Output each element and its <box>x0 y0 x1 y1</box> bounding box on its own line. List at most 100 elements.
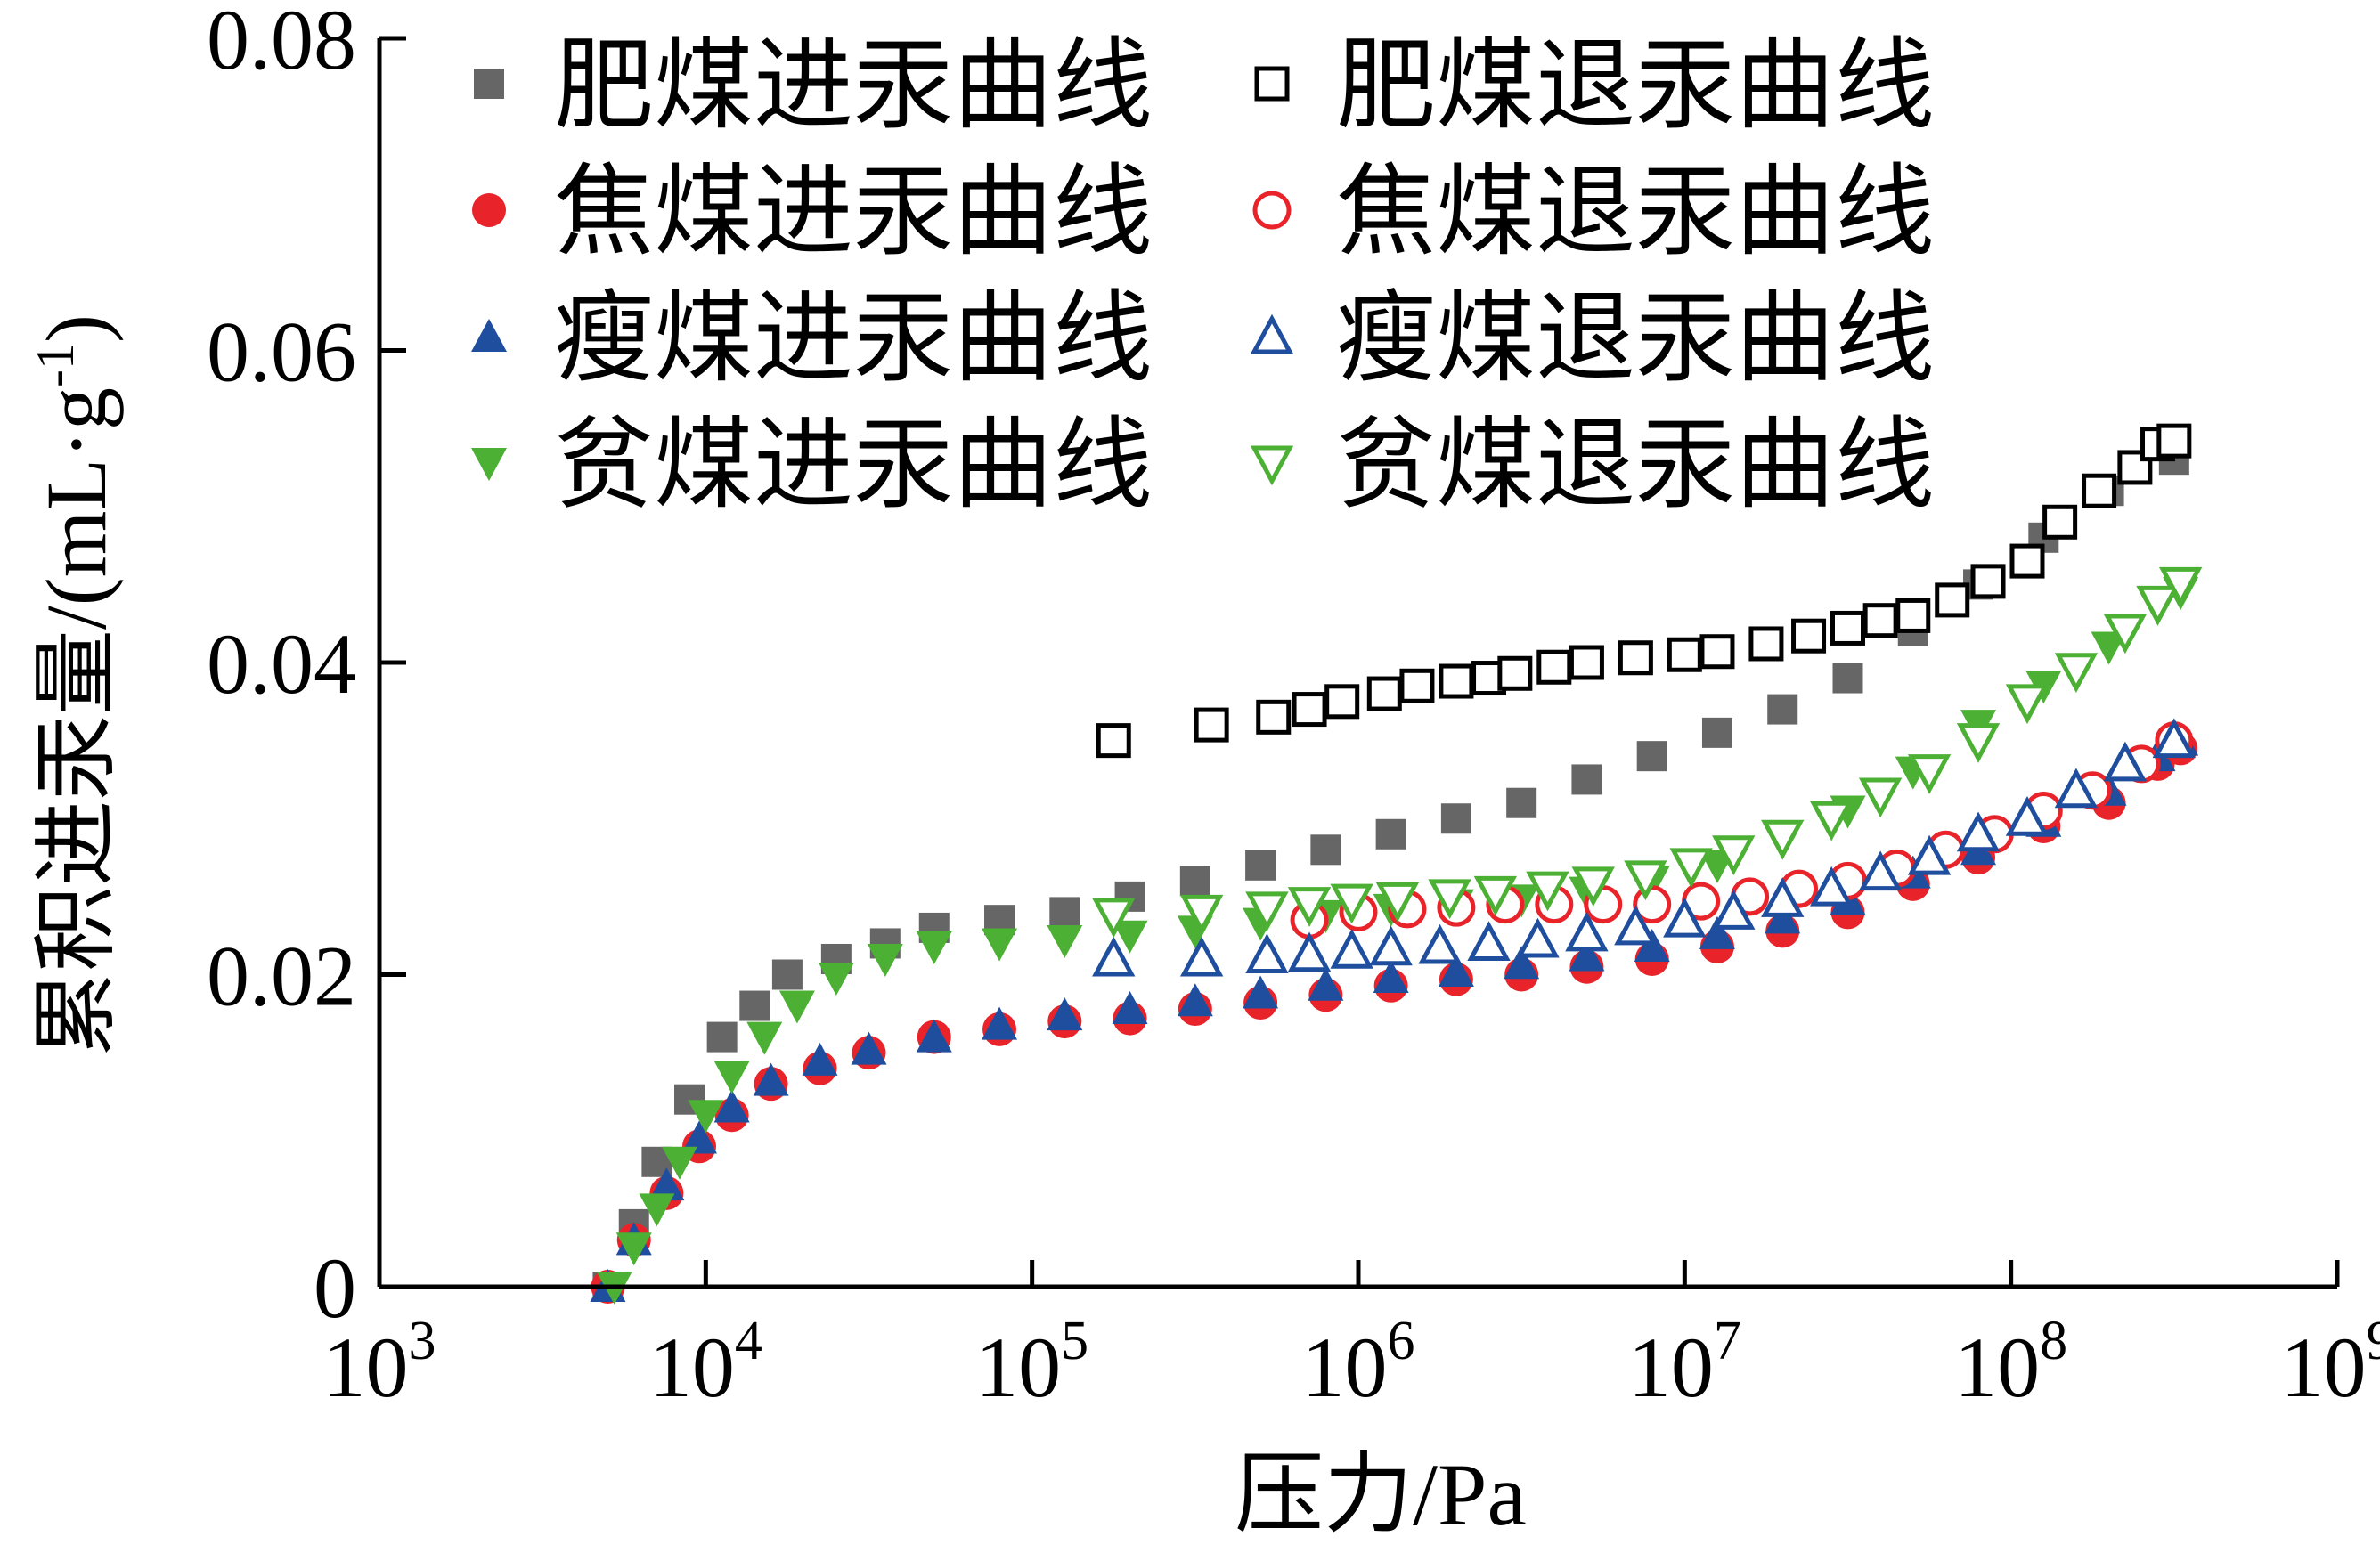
legend-marker-triangle-up <box>471 319 507 352</box>
data-point <box>1287 931 1332 972</box>
data-point <box>982 1006 1018 1040</box>
legend-item-6: 贫煤进汞曲线 <box>471 411 1153 521</box>
data-point <box>1862 603 1898 638</box>
data-point <box>1858 850 1903 891</box>
legend-item-1: 肥煤退汞曲线 <box>1254 31 1935 142</box>
x-tick-label: 103 <box>323 1311 436 1415</box>
data-point <box>2054 768 2099 809</box>
data-point <box>1369 925 1413 966</box>
data-point <box>1287 887 1332 927</box>
data-point <box>778 990 815 1024</box>
data-point <box>1047 924 1083 958</box>
data-point <box>753 1062 789 1096</box>
data-point <box>1663 897 1707 938</box>
data-point <box>1614 905 1658 946</box>
data-point <box>1092 898 1136 939</box>
legend-marker-triangle-down <box>1250 445 1294 486</box>
data-point <box>1440 803 1471 834</box>
data-point <box>1438 953 1474 987</box>
data-point <box>1618 640 1653 676</box>
data-point <box>1375 818 1406 850</box>
data-point <box>706 1021 738 1053</box>
data-point <box>1439 663 1474 699</box>
data-point <box>771 959 803 990</box>
data-point <box>2103 741 2148 782</box>
data-point <box>1569 938 1605 972</box>
data-point <box>2156 423 2192 459</box>
data-point <box>1565 911 1609 952</box>
y-tick-label: 0.08 <box>207 0 356 87</box>
x-tick-label: 104 <box>649 1311 762 1415</box>
data-point <box>1373 960 1409 994</box>
data-point <box>639 1193 675 1227</box>
data-point <box>1504 946 1540 980</box>
data-point <box>851 1031 887 1065</box>
legend-label: 瘦煤进汞曲线 <box>554 284 1153 394</box>
series-5 <box>1092 718 2197 977</box>
data-point <box>1761 819 1805 860</box>
data-point <box>1667 637 1702 672</box>
data-point <box>1096 723 1131 759</box>
x-tick-label: 107 <box>1628 1311 1741 1415</box>
data-point <box>1418 923 1462 964</box>
data-point <box>713 1061 750 1094</box>
series-7 <box>1092 566 2203 939</box>
legend-label: 焦煤退汞曲线 <box>1336 158 1935 268</box>
data-point <box>2117 450 2153 485</box>
data-point <box>662 1146 698 1180</box>
data-marks <box>590 423 2203 1305</box>
legend-label: 焦煤进汞曲线 <box>554 158 1153 268</box>
data-point <box>1761 877 1805 917</box>
x-tick-label: 108 <box>1954 1311 2067 1415</box>
data-point <box>648 1167 685 1201</box>
data-point <box>1194 707 1229 743</box>
legend-marker-triangle-down <box>471 448 507 481</box>
data-point <box>1569 645 1604 680</box>
data-point <box>916 1019 952 1053</box>
data-point <box>1516 917 1560 958</box>
legend-marker-circle <box>472 193 506 227</box>
data-point <box>1536 649 1572 685</box>
data-point <box>818 963 854 996</box>
data-point <box>1245 891 1289 932</box>
data-point <box>1366 676 1402 711</box>
data-point <box>746 1021 783 1055</box>
data-point <box>1112 991 1148 1025</box>
data-point <box>1669 848 1713 889</box>
legend-item-5: 瘦煤退汞曲线 <box>1250 284 1935 394</box>
x-tick-label: 106 <box>1302 1311 1415 1415</box>
data-point <box>1832 663 1863 694</box>
legend-item-0: 肥煤进汞曲线 <box>474 31 1153 142</box>
data-point <box>1858 777 1903 818</box>
legend-marker-circle <box>1252 191 1292 230</box>
data-point <box>1308 967 1344 1001</box>
data-point <box>615 1232 652 1266</box>
legend-label: 瘦煤退汞曲线 <box>1336 284 1935 394</box>
data-point <box>1712 890 1756 930</box>
data-point <box>1526 871 1569 912</box>
data-point <box>802 1042 838 1076</box>
data-point <box>1634 928 1670 962</box>
series-2 <box>591 731 2198 1304</box>
data-point <box>1956 723 2001 763</box>
data-point <box>1935 582 1970 618</box>
data-point <box>1473 875 1518 916</box>
data-point <box>1047 997 1083 1031</box>
data-point <box>916 931 952 964</box>
data-point <box>1571 764 1602 795</box>
data-point <box>1049 897 1080 928</box>
legend-marker-square <box>1254 66 1290 102</box>
data-point <box>2082 473 2117 508</box>
data-point <box>2042 504 2078 540</box>
y-tick-label: 0.04 <box>207 616 356 711</box>
data-point <box>1310 834 1341 866</box>
data-point <box>1624 860 1667 901</box>
legend-label: 肥煤进汞曲线 <box>554 31 1153 142</box>
data-point <box>1571 866 1615 907</box>
legend-item-3: 焦煤退汞曲线 <box>1252 158 1935 268</box>
data-point <box>1699 634 1735 670</box>
data-point <box>1179 936 1224 977</box>
series-4 <box>590 722 2199 1302</box>
data-point <box>1428 879 1471 920</box>
